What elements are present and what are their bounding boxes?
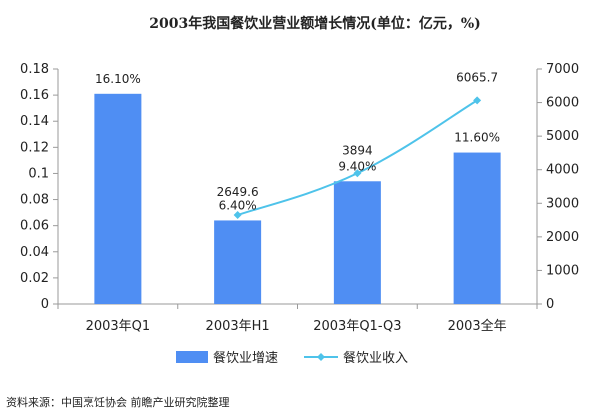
- line-data-label: 3894: [342, 143, 373, 157]
- y-left-tick-label: 0.16: [20, 88, 49, 103]
- y-left-tick-label: 0.1: [28, 166, 49, 181]
- y-right-tick-label: 0: [546, 297, 554, 312]
- x-tick-label: 2003全年: [448, 318, 507, 334]
- bar-data-label: 11.60%: [454, 131, 500, 145]
- y-left-tick-label: 0.04: [20, 245, 49, 260]
- y-left-tick-label: 0.14: [20, 114, 49, 129]
- axes: 0 0.02 0.04 0.06 0.08 0.1 0.12 0.14 0.16 0.18 0 100…: [20, 62, 579, 334]
- x-tick-label: 2003年H1: [206, 319, 270, 334]
- bar-data-label: 6.40%: [219, 198, 257, 212]
- bar-data-label: 16.10%: [95, 72, 141, 86]
- line-point: [473, 96, 482, 105]
- source-note: 资料来源：中国烹饪协会 前瞻产业研究院整理: [6, 395, 230, 409]
- legend-label: 餐饮业收入: [343, 350, 408, 366]
- y-right-tick-label: 4000: [546, 163, 579, 178]
- legend-swatch-bar: [176, 351, 208, 363]
- line-point: [353, 169, 362, 178]
- bar: [333, 181, 381, 304]
- legend: 餐饮业增速 餐饮业收入: [176, 350, 408, 366]
- line-data-label: 6065.7: [456, 70, 498, 84]
- bar-data-label: 9.40%: [338, 159, 376, 173]
- y-right-tick-label: 7000: [546, 62, 579, 77]
- y-right-tick-label: 2000: [546, 230, 579, 245]
- y-left-tick-label: 0.12: [20, 140, 49, 155]
- y-left-tick-label: 0.02: [20, 271, 49, 286]
- y-left-tick-label: 0.06: [20, 219, 49, 234]
- legend-label: 餐饮业增速: [213, 350, 278, 366]
- bar: [94, 93, 142, 304]
- bar: [453, 152, 501, 304]
- chart-title: 2003年我国餐饮业营业额增长情况(单位：亿元，%): [149, 15, 481, 32]
- y-left-tick-label: 0.18: [20, 62, 49, 77]
- data-labels: 16.10% 6.40% 9.40% 11.60% 2649.6 3894 6065.7: [95, 70, 500, 212]
- line-point: [233, 211, 242, 220]
- y-left-tick-label: 0.08: [20, 193, 49, 208]
- x-tick-label: 2003年Q1: [86, 319, 151, 334]
- y-right-tick-label: 1000: [546, 263, 579, 278]
- y-right-tick-label: 6000: [546, 96, 579, 111]
- y-right-tick-label: 3000: [546, 196, 579, 211]
- legend-swatch-marker: [317, 353, 325, 361]
- line-series: [233, 96, 482, 220]
- y-right-tick-label: 5000: [546, 129, 579, 144]
- line-data-label: 2649.6: [217, 185, 259, 199]
- bar-series: [94, 93, 501, 304]
- x-tick-label: 2003年Q1-Q3: [313, 319, 401, 334]
- y-left-tick-label: 0: [41, 297, 49, 312]
- bar: [214, 220, 262, 304]
